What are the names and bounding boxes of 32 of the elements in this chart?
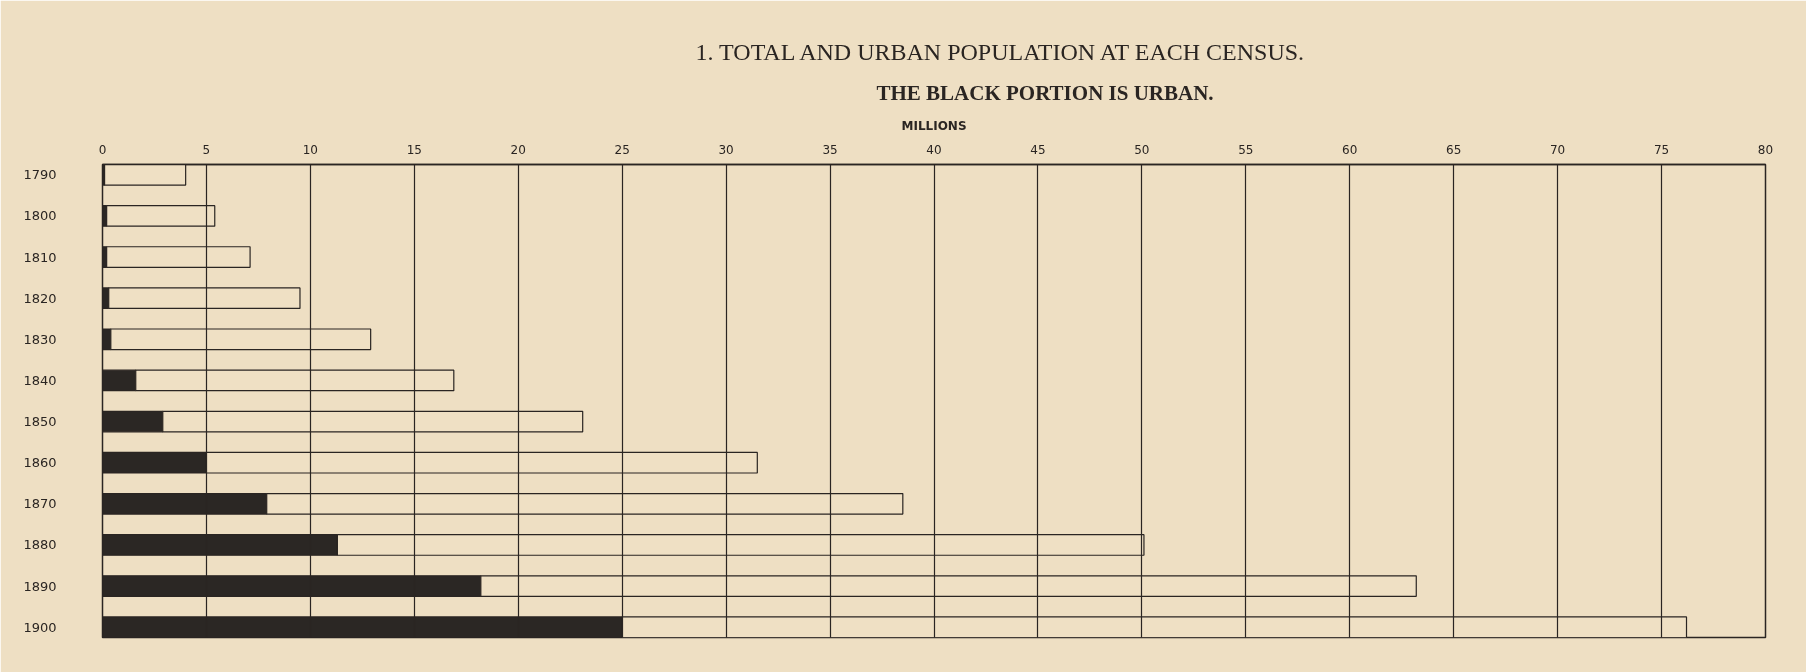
y-tick-label: 1900 [23,619,57,635]
y-tick-label: 1810 [23,249,57,265]
x-tick-label: 70 [1549,142,1566,157]
x-tick-label: 80 [1757,142,1774,157]
y-tick-label: 1870 [23,496,57,512]
chart-subtitle: THE BLACK PORTION IS URBAN. [876,80,1214,105]
x-tick-label: 45 [1030,142,1046,157]
y-tick-label: 1860 [23,455,57,471]
x-tick-label: 20 [510,142,526,157]
x-tick-label: 50 [1134,142,1150,157]
x-tick-label: 55 [1238,142,1254,157]
x-tick-label: 40 [926,142,942,157]
x-tick-label: 30 [718,142,734,157]
x-tick-label: 0 [98,142,107,157]
y-tick-label: 1850 [23,414,57,430]
y-tick-label: 1790 [23,167,57,183]
x-tick-label: 10 [302,142,319,157]
x-tick-label: 25 [614,142,630,157]
x-axis-title: MILLIONS [901,118,967,133]
x-tick-label: 65 [1446,142,1462,157]
y-tick-label: 1830 [23,331,57,347]
y-tick-label: 1820 [23,290,57,306]
y-tick-label: 1800 [23,208,57,224]
y-tick-label: 1890 [23,578,57,594]
y-tick-label: 1880 [23,537,57,553]
x-tick-label: 60 [1342,142,1358,157]
chart-title: 1. TOTAL AND URBAN POPULATION AT EACH CENSUS. [695,38,1305,65]
x-tick-label: 5 [202,142,211,157]
x-tick-label: 15 [406,142,422,157]
y-tick-label: 1840 [23,372,57,388]
x-tick-label: 75 [1653,142,1670,157]
x-tick-label: 35 [822,142,838,157]
